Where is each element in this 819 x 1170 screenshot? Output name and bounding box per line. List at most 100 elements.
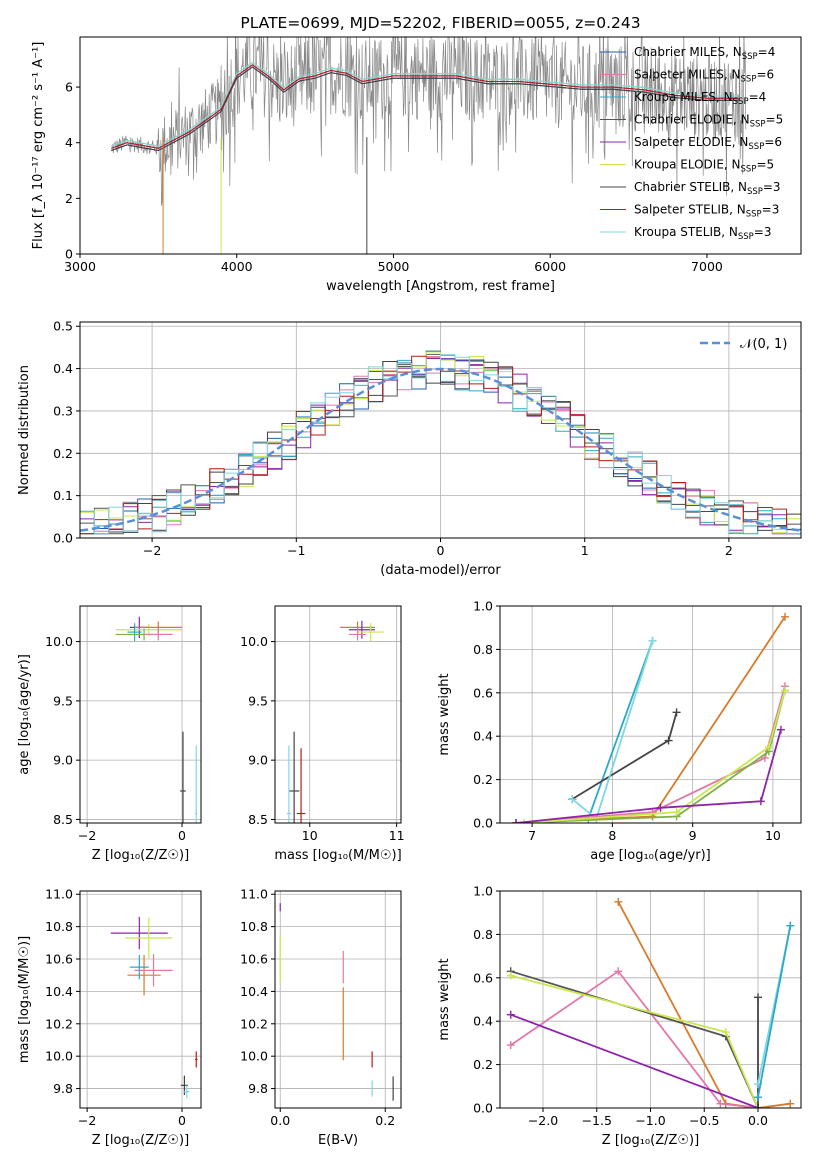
- legend-text: Kroupa MILES, N: [634, 90, 733, 104]
- legend-entry: Chabrier ELODIE, NSSP=5: [634, 113, 783, 130]
- data-point-marker: [786, 1099, 795, 1108]
- y-tick-label: 6: [65, 80, 73, 95]
- legend-entry: Salpeter STELIB, NSSP=3: [634, 203, 779, 220]
- y-axis-label: mass [log₁₀(M/M☉)]: [17, 936, 32, 1063]
- y-axis-label: mass weight: [437, 958, 452, 1040]
- axes-frame: [79, 605, 202, 824]
- legend-entry: 𝒩(0, 1): [740, 337, 787, 352]
- legend-sub: SSP: [738, 232, 754, 242]
- legend-entry: Kroupa STELIB, NSSP=3: [634, 225, 772, 242]
- legend-entry: Kroupa MILES, NSSP=4: [634, 90, 766, 107]
- plot-area: [111, 37, 747, 254]
- y-tick-label: 9.8: [248, 1081, 268, 1096]
- panel-weight_vs_age: 7 8 9 10 0.0 0.2 0.4 0.6 0.8 1.0 age [log₁₀(age/yr…: [437, 599, 802, 863]
- y-tick-label: 9.8: [53, 1081, 73, 1096]
- x-axis-label: Z [log₁₀(Z/Z☉)]: [92, 1133, 189, 1148]
- y-tick-label: 8.5: [248, 812, 268, 827]
- x-tick-label: −1: [287, 543, 305, 558]
- legend-text: Chabrier ELODIE, N: [634, 113, 750, 127]
- data-point-marker: [672, 808, 681, 817]
- y-tick-label: 10.0: [240, 634, 268, 649]
- y-tick-label: 8.5: [53, 812, 73, 827]
- y-tick-label: 0.2: [473, 1057, 493, 1072]
- panel-age_vs_Z: −2 0 8.5 9.0 9.5 10.0 Z [log₁₀(Z/Z☉)] age [log₁…: [17, 605, 202, 863]
- y-tick-label: 10.4: [45, 984, 73, 999]
- y-tick-label: 2: [65, 191, 73, 206]
- x-tick-label: −2: [143, 543, 161, 558]
- data-point-marker: [780, 612, 789, 621]
- data-point-marker: [780, 686, 789, 695]
- y-tick-label: 1.0: [473, 599, 493, 614]
- legend-text: Chabrier STELIB, N: [634, 180, 747, 194]
- legend-text: Salpeter MILES, N: [634, 68, 741, 82]
- y-tick-label: 9.0: [53, 753, 73, 768]
- legend-suffix: =3: [763, 180, 781, 194]
- x-tick-label: 10: [765, 828, 781, 843]
- series-line: [757, 925, 792, 1098]
- axes-frame: [79, 890, 202, 1109]
- y-tick-label: 0.5: [53, 319, 73, 334]
- plot-area: [279, 903, 394, 1101]
- y-tick-label: 0.4: [53, 361, 73, 376]
- y-tick-label: 10.6: [240, 952, 268, 967]
- series-line: [524, 690, 786, 823]
- data-point-marker: [754, 993, 762, 1002]
- histogram-step: [80, 354, 801, 535]
- x-axis-label: wavelength [Angstrom, rest frame]: [326, 279, 555, 294]
- plot-area: [512, 612, 789, 823]
- y-tick-label: 10.6: [45, 952, 73, 967]
- y-tick-label: 0.6: [473, 970, 493, 985]
- data-point-marker: [764, 743, 773, 752]
- data-point-marker: [756, 797, 765, 806]
- legend-sub: SSP: [748, 142, 764, 152]
- y-tick-label: 0.0: [53, 531, 73, 546]
- plot-area: [506, 897, 795, 1108]
- y-tick-label: 0.6: [473, 685, 493, 700]
- plot-area: [110, 916, 198, 1099]
- chart-title: PLATE=0699, MJD=52202, FIBERID=0055, z=0…: [240, 14, 640, 32]
- data-point-marker: [754, 1104, 762, 1108]
- x-axis-label: E(B-V): [318, 1133, 358, 1148]
- y-tick-label: 0.8: [473, 927, 493, 942]
- x-axis-label: mass [log₁₀(M/M☉)]: [274, 848, 401, 863]
- x-tick-label: 7000: [691, 259, 723, 274]
- legend-suffix: =4: [758, 45, 776, 59]
- series-line: [510, 1013, 759, 1108]
- data-point-marker: [786, 921, 795, 930]
- axes-frame: [79, 36, 802, 255]
- data-spectrum-line: [111, 37, 747, 206]
- y-tick-label: 4: [65, 135, 73, 150]
- x-tick-label: −2: [78, 828, 96, 843]
- axes-frame: [274, 890, 402, 1109]
- data-point-marker: [506, 1041, 515, 1050]
- y-tick-label: 0.4: [473, 1014, 493, 1029]
- legend-entry: Chabrier STELIB, NSSP=3: [634, 180, 781, 197]
- series-line: [510, 974, 759, 1108]
- panel-mass_vs_Z: −2 0 9.8 10.0 10.2 10.4 10.6 10.8 11.0 Z [log₁₀(Z…: [17, 887, 202, 1148]
- legend-entry: Salpeter MILES, NSSP=6: [634, 68, 774, 85]
- gaussian-curve: [80, 367, 801, 532]
- plot-area: [115, 616, 198, 823]
- y-tick-label: 1.0: [473, 884, 493, 899]
- data-point-marker: [754, 1093, 762, 1102]
- x-tick-label: 0.0: [748, 1113, 768, 1128]
- y-tick-label: 10.8: [45, 919, 73, 934]
- x-tick-label: 0.2: [375, 1113, 395, 1128]
- panel-residuals: −2 −1 0 1 2 0.0 0.1 0.2 0.3 0.4 0.5 (data-model)/er…: [17, 319, 802, 578]
- y-tick-label: 10.4: [240, 984, 268, 999]
- legend-suffix: =6: [756, 68, 774, 82]
- data-point-marker: [506, 1010, 515, 1019]
- y-tick-label: 10.0: [45, 634, 73, 649]
- y-tick-label: 0.2: [473, 772, 493, 787]
- x-tick-label: 4000: [221, 259, 253, 274]
- plot-area: [286, 620, 384, 823]
- legend-text: Kroupa ELODIE, N: [634, 158, 741, 172]
- model-series-line: [111, 61, 739, 147]
- panel-spectrum: 3000 4000 5000 6000 7000 0 2 4 6 wavelength [Angs…: [31, 36, 802, 294]
- series-line: [516, 729, 782, 823]
- legend-sub: SSP: [747, 187, 763, 197]
- legend-suffix: =5: [756, 158, 774, 172]
- histogram-step: [80, 359, 801, 535]
- data-point-marker: [512, 819, 521, 823]
